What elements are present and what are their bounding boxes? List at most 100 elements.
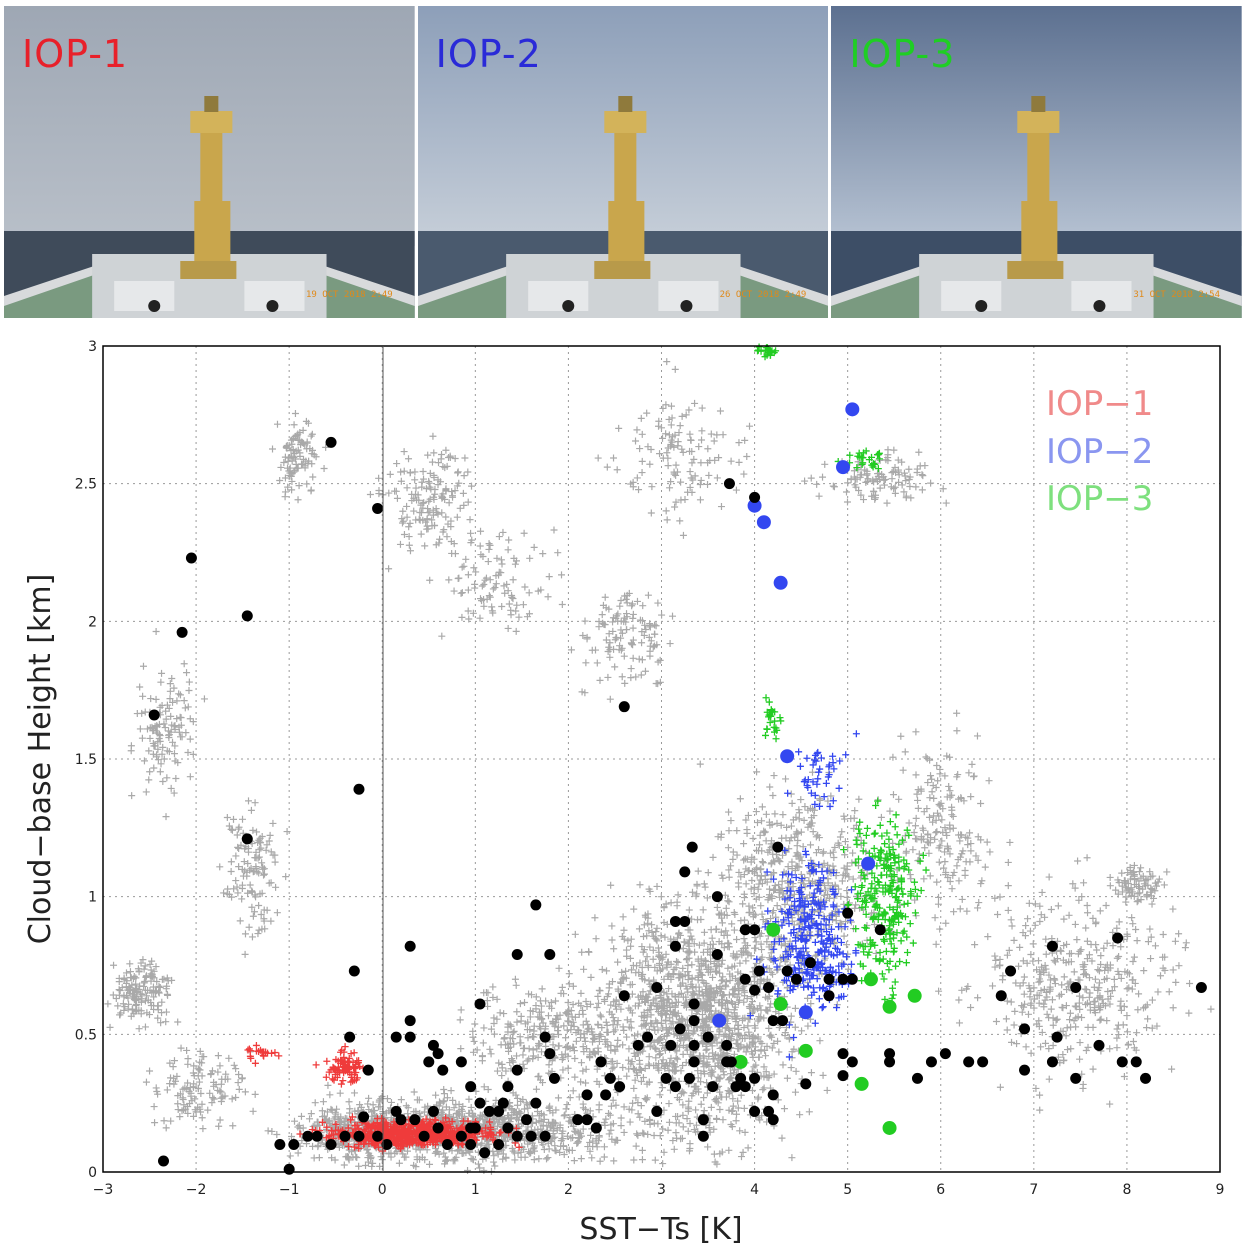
x-tick-label: 8 — [1122, 1182, 1131, 1198]
x-tick-label: 0 — [378, 1182, 387, 1198]
data-point-black — [311, 1130, 323, 1142]
data-point-black — [688, 1039, 700, 1051]
data-point-black — [348, 965, 360, 977]
y-tick-label: 1.5 — [75, 752, 97, 768]
data-point-black — [842, 907, 854, 919]
data-point-black — [511, 1130, 523, 1142]
ship-bow-image — [4, 6, 415, 318]
x-tick-label: 5 — [843, 1182, 852, 1198]
data-point-black — [497, 1097, 509, 1109]
data-point-black — [590, 1122, 602, 1134]
data-point-black — [604, 1072, 616, 1084]
data-point-black — [837, 973, 849, 985]
data-point-black — [390, 1031, 402, 1043]
data-point-black — [395, 1114, 407, 1126]
data-point-black — [427, 1105, 439, 1117]
data-point-black — [823, 973, 835, 985]
data-point-black — [148, 709, 160, 721]
x-tick-label: 1 — [471, 1182, 480, 1198]
data-point-black — [723, 478, 735, 490]
data-point-black — [1140, 1072, 1152, 1084]
data-point-iop-2 — [780, 749, 795, 764]
data-point-black — [688, 1015, 700, 1027]
x-tick-labels: −3 −2 −1 0 1 2 3 4 5 6 7 8 9 — [93, 1182, 1225, 1198]
data-point-black — [302, 1130, 314, 1142]
data-point-black — [325, 1138, 337, 1150]
data-point-black — [939, 1048, 951, 1060]
data-point-black — [353, 783, 365, 795]
photo-timestamp: 26 OCT 2018 2:49 — [719, 290, 807, 300]
data-point-black — [418, 1130, 430, 1142]
data-point-black — [767, 1114, 779, 1126]
ship-bow-image — [417, 6, 829, 318]
data-point-iop-2 — [747, 498, 762, 513]
chart-points — [148, 402, 1207, 1175]
data-point-black — [474, 998, 486, 1010]
data-point-black — [381, 1138, 393, 1150]
data-point-black — [437, 1064, 449, 1076]
data-point-black — [502, 1122, 514, 1134]
data-point-black — [493, 1138, 505, 1150]
data-point-black — [763, 1105, 775, 1117]
data-point-black — [241, 833, 253, 845]
data-point-black — [521, 1114, 533, 1126]
data-point-black — [1051, 1031, 1063, 1043]
data-point-iop-2 — [756, 515, 771, 530]
x-tick-label: 9 — [1216, 1182, 1225, 1198]
data-point-black — [781, 965, 793, 977]
data-point-black — [800, 1078, 812, 1090]
data-point-black — [697, 1114, 709, 1126]
data-point-black — [683, 1072, 695, 1084]
ship-bow-image — [831, 6, 1243, 318]
y-tick-label: 0 — [88, 1165, 97, 1181]
data-point-iop-3 — [733, 1054, 748, 1069]
x-axis-label: SST−Ts [K] — [579, 1212, 742, 1247]
data-point-black — [837, 1070, 849, 1082]
data-point-black — [390, 1105, 402, 1117]
data-point-black — [595, 1056, 607, 1068]
data-point-black — [777, 1015, 789, 1027]
data-point-black — [548, 1072, 560, 1084]
data-point-iop-2 — [798, 1005, 813, 1020]
legend-iop-3: IOP−3 — [1046, 479, 1153, 519]
data-point-black — [455, 1130, 467, 1142]
data-point-black — [721, 1039, 733, 1051]
data-point-black — [669, 1081, 681, 1093]
data-point-black — [679, 866, 691, 878]
data-point-black — [739, 924, 751, 936]
data-point-black — [427, 1039, 439, 1051]
data-point-black — [539, 1130, 551, 1142]
data-point-black — [688, 1056, 700, 1068]
data-point-black — [274, 1138, 286, 1150]
data-point-black — [158, 1155, 170, 1167]
data-point-black — [669, 915, 681, 927]
data-point-black — [804, 957, 816, 969]
data-point-black — [702, 1031, 714, 1043]
data-point-black — [618, 990, 630, 1002]
x-tick-label: 3 — [657, 1182, 666, 1198]
data-point-black — [884, 1056, 896, 1068]
x-tick-label: −1 — [279, 1182, 300, 1198]
data-point-black — [432, 1048, 444, 1060]
data-point-black — [339, 1130, 351, 1142]
data-point-black — [632, 1039, 644, 1051]
data-point-black — [325, 436, 337, 448]
data-point-black — [739, 1081, 751, 1093]
data-point-black — [614, 1081, 626, 1093]
data-point-black — [362, 1064, 374, 1076]
y-tick-labels: 0 0.5 1 1.5 2 2.5 3 — [75, 339, 97, 1181]
data-point-black — [1070, 982, 1082, 994]
data-point-black — [874, 924, 886, 936]
data-point-black — [241, 610, 253, 622]
data-point-black — [525, 1130, 537, 1142]
data-point-black — [995, 990, 1007, 1002]
data-point-black — [823, 990, 835, 1002]
data-point-black — [1112, 932, 1124, 944]
data-point-black — [1046, 940, 1058, 952]
data-point-black — [749, 1105, 761, 1117]
data-point-black — [1046, 1056, 1058, 1068]
data-point-black — [749, 924, 761, 936]
data-point-black — [651, 1105, 663, 1117]
data-point-black — [432, 1122, 444, 1134]
data-point-black — [372, 502, 384, 514]
